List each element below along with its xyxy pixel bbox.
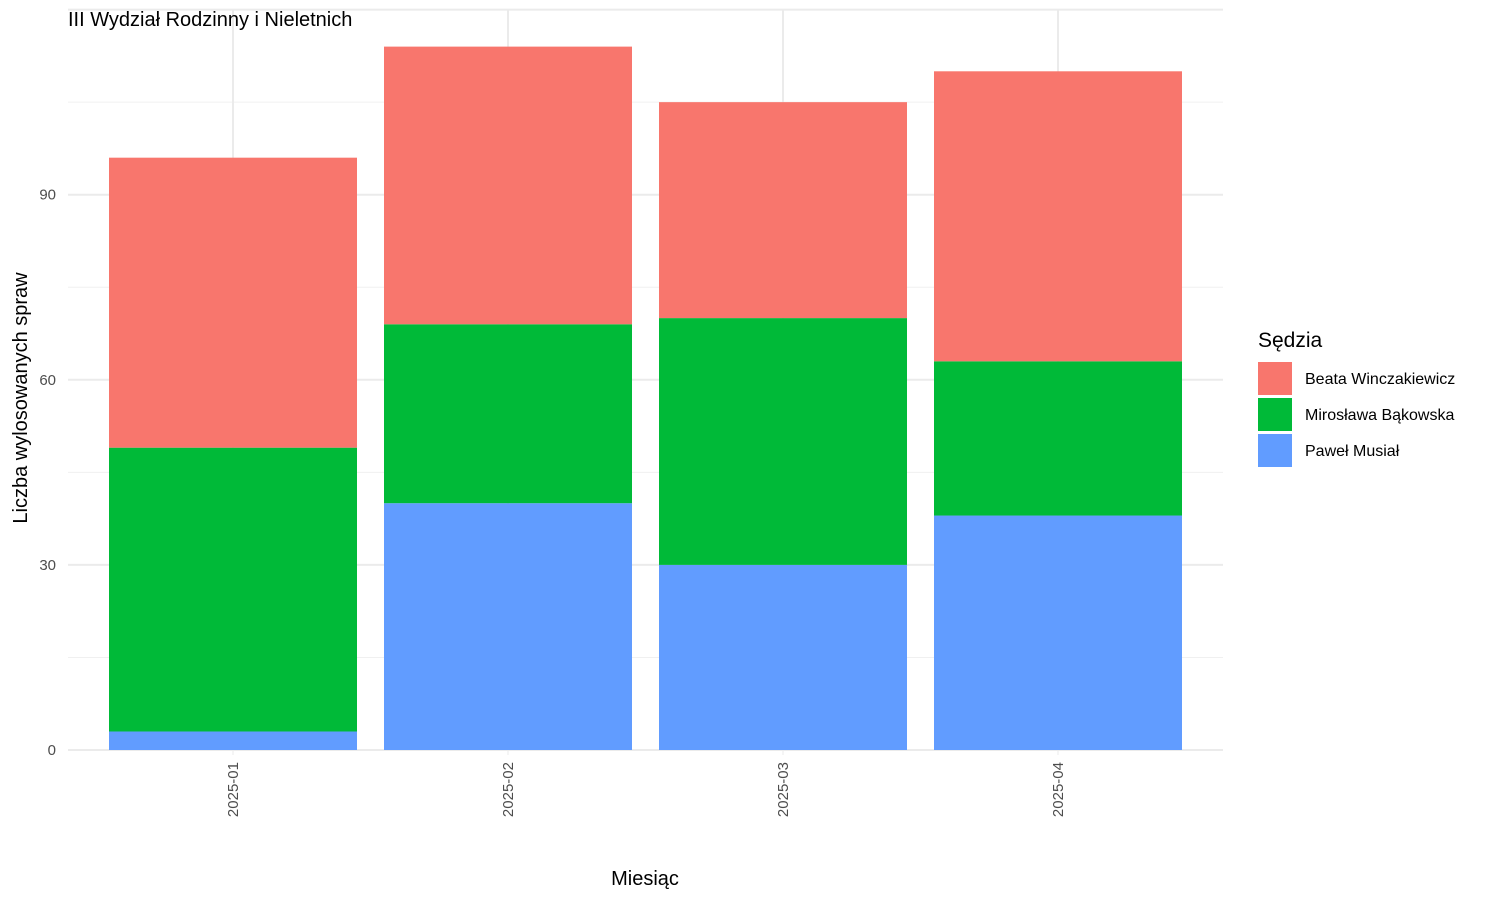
x-axis: 2025-01 2025-02 2025-03 2025-04 <box>225 750 1067 817</box>
y-tick-label: 30 <box>39 557 56 574</box>
bar-segment-2025-04-0 <box>934 515 1182 750</box>
bar-segment-2025-02-1 <box>384 324 632 504</box>
bar-segment-2025-01-2 <box>109 157 357 448</box>
legend-entry-label: Beata Winczakiewicz <box>1305 371 1455 388</box>
y-axis: 0 30 60 90 <box>39 187 56 759</box>
bar-segment-2025-02-0 <box>384 503 632 750</box>
x-tick-label: 2025-02 <box>500 762 517 817</box>
bar-segment-2025-04-2 <box>934 71 1182 362</box>
bars <box>109 46 1182 750</box>
chart-title: III Wydział Rodzinny i Nieletnich <box>68 9 352 31</box>
legend-swatch <box>1258 362 1292 395</box>
x-tick-label: 2025-04 <box>1050 762 1067 817</box>
bar-segment-2025-01-0 <box>109 731 357 750</box>
legend-swatch <box>1258 434 1292 467</box>
x-tick-label: 2025-01 <box>225 762 242 817</box>
y-tick-label: 60 <box>39 372 56 389</box>
y-axis-label: Liczba wylosowanych spraw <box>10 272 32 524</box>
legend-title: Sędzia <box>1258 329 1323 352</box>
bar-segment-2025-03-1 <box>659 318 907 565</box>
bar-segment-2025-01-1 <box>109 447 357 732</box>
x-axis-label: Miesiąc <box>611 868 679 890</box>
legend-entry-label: Paweł Musiał <box>1305 443 1400 460</box>
legend-swatch <box>1258 398 1292 431</box>
bar-segment-2025-02-2 <box>384 46 632 325</box>
bar-segment-2025-03-2 <box>659 102 907 319</box>
y-tick-label: 0 <box>48 742 56 759</box>
x-tick-label: 2025-03 <box>775 762 792 817</box>
legend-entry-label: Mirosława Bąkowska <box>1305 407 1454 424</box>
bar-segment-2025-04-1 <box>934 361 1182 516</box>
legend: Sędzia Beata Winczakiewicz Mirosława Bąko… <box>1258 329 1455 467</box>
y-tick-label: 90 <box>39 187 56 204</box>
bar-segment-2025-03-0 <box>659 564 907 750</box>
